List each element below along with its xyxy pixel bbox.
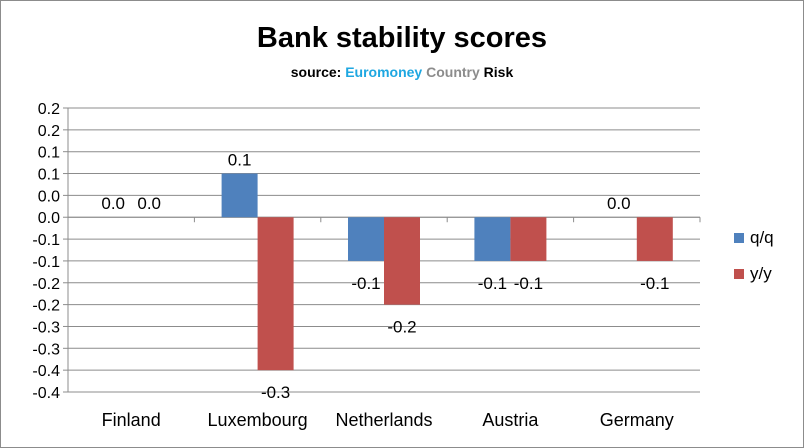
y-tick-label: 0.0: [38, 188, 60, 205]
y-tick-label: -0.1: [32, 254, 60, 271]
chart-title: Bank stability scores: [256, 22, 548, 54]
data-label: 0.1: [228, 151, 252, 170]
data-label: -0.1: [640, 274, 669, 293]
bar-yy-luxembourg: [257, 217, 294, 371]
bar-yy-austria: [510, 217, 547, 261]
data-label: -0.3: [261, 383, 290, 402]
y-tick-label: 0.2: [38, 101, 60, 118]
x-category-label: Netherlands: [335, 410, 432, 430]
y-tick-label: -0.4: [32, 385, 60, 402]
subtitle-risk: Risk: [483, 64, 514, 80]
y-tick-label: -0.1: [32, 232, 60, 249]
y-tick-label: -0.4: [32, 363, 60, 380]
y-tick-label: -0.2: [32, 298, 60, 315]
y-tick-label: -0.3: [32, 319, 60, 336]
chart-subtitle: source: Euromoney Country Risk: [0, 64, 804, 80]
subtitle-country: Country: [426, 64, 480, 80]
bar-qq-luxembourg: [221, 173, 258, 218]
x-category-label: Austria: [482, 410, 539, 430]
data-label: 0.0: [607, 194, 631, 213]
legend-swatch: [734, 269, 744, 279]
bar-qq-austria: [474, 217, 511, 261]
data-label: -0.1: [478, 274, 507, 293]
x-category-label: Germany: [600, 410, 674, 430]
y-tick-label: 0.2: [38, 123, 60, 140]
data-label: 0.0: [137, 194, 161, 213]
y-tick-label: -0.2: [32, 276, 60, 293]
data-label: 0.0: [101, 194, 125, 213]
data-label: -0.1: [351, 274, 380, 293]
x-category-label: Finland: [102, 410, 161, 430]
bar-yy-germany: [636, 217, 673, 261]
y-tick-label: 0.1: [38, 167, 60, 184]
subtitle-euromoney: Euromoney: [345, 64, 423, 80]
bar-yy-netherlands: [384, 217, 420, 305]
x-category-label: Luxembourg: [208, 410, 308, 430]
legend-label: y/y: [750, 264, 772, 283]
data-label: -0.1: [514, 274, 543, 293]
legend-label: q/q: [750, 228, 774, 247]
data-label: -0.2: [387, 318, 416, 337]
y-tick-label: -0.3: [32, 341, 60, 358]
y-tick-label: 0.0: [38, 210, 60, 227]
subtitle-prefix: source:: [290, 64, 346, 80]
bar-qq-netherlands: [348, 217, 384, 261]
legend-swatch: [734, 233, 744, 243]
y-tick-label: 0.1: [38, 145, 60, 162]
